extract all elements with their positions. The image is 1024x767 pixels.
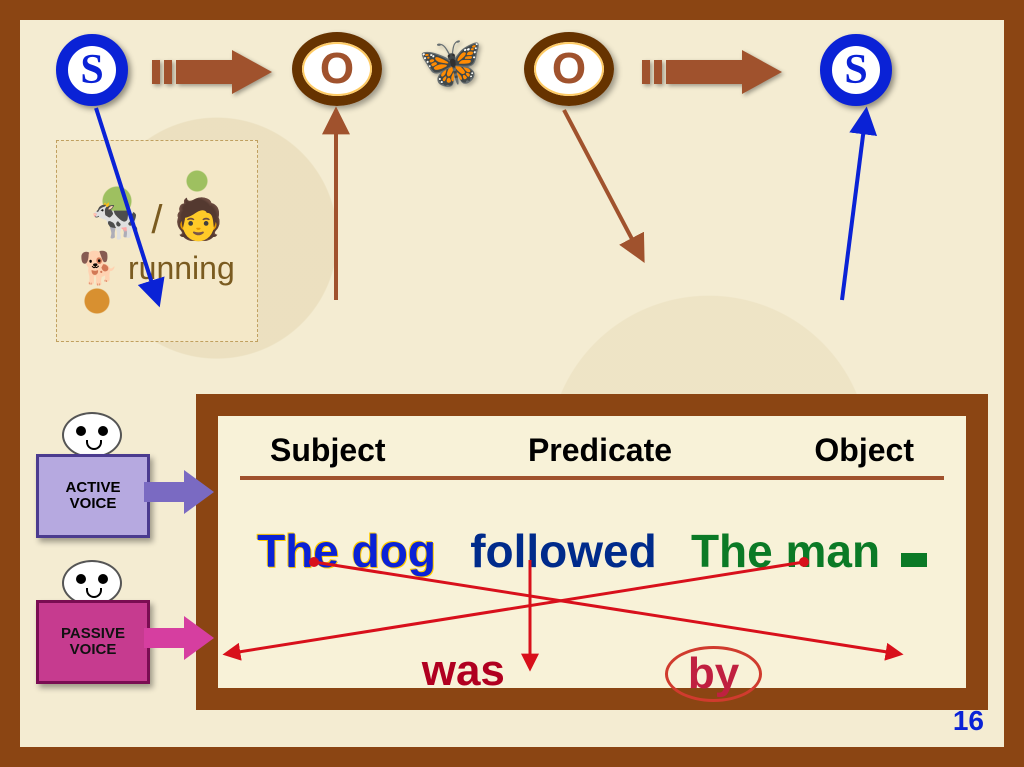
face-active-icon	[62, 412, 122, 458]
spo-panel: Subject Predicate Object The dog followe…	[196, 394, 988, 710]
o-ellipse-left: O	[292, 32, 382, 106]
s-circle-right: S	[820, 34, 892, 106]
page-number: 16	[953, 705, 984, 737]
o-left-label: O	[320, 47, 354, 91]
header-subject: Subject	[270, 434, 386, 466]
active-voice-box: ACTIVEVOICE	[36, 454, 150, 538]
sentence-object: The man	[691, 525, 880, 577]
sentence-subject: The dog	[257, 524, 436, 578]
passive-voice-box: PASSIVEVOICE	[36, 600, 150, 684]
was-by-row: was by	[240, 646, 944, 702]
word-by: by	[665, 646, 762, 702]
fat-arrow-1	[152, 50, 272, 94]
word-was: was	[422, 646, 505, 702]
header-predicate: Predicate	[528, 434, 672, 466]
spo-header: Subject Predicate Object	[240, 434, 944, 480]
sentence-period-block	[901, 553, 927, 567]
o-right-label: O	[552, 47, 586, 91]
butterfly-icon: 🦋	[418, 32, 483, 93]
sentence-row: The dog followed The man	[240, 524, 944, 578]
header-object: Object	[814, 434, 914, 466]
s-right-label: S	[844, 49, 867, 91]
passive-voice-arrow	[144, 616, 214, 660]
clipart-top: 🐄 / 🧑	[91, 196, 224, 243]
clipart-dog-man: 🐄 / 🧑 🐕 running	[56, 140, 258, 342]
fat-arrow-2	[642, 50, 782, 94]
s-circle-left: S	[56, 34, 128, 106]
s-left-label: S	[80, 49, 103, 91]
active-voice-arrow	[144, 470, 214, 514]
sentence-predicate: followed	[470, 524, 657, 578]
active-voice-label: ACTIVEVOICE	[65, 480, 120, 513]
o-ellipse-right: O	[524, 32, 614, 106]
passive-voice-label: PASSIVEVOICE	[61, 626, 125, 659]
clipart-bottom: 🐕 running	[79, 249, 234, 287]
